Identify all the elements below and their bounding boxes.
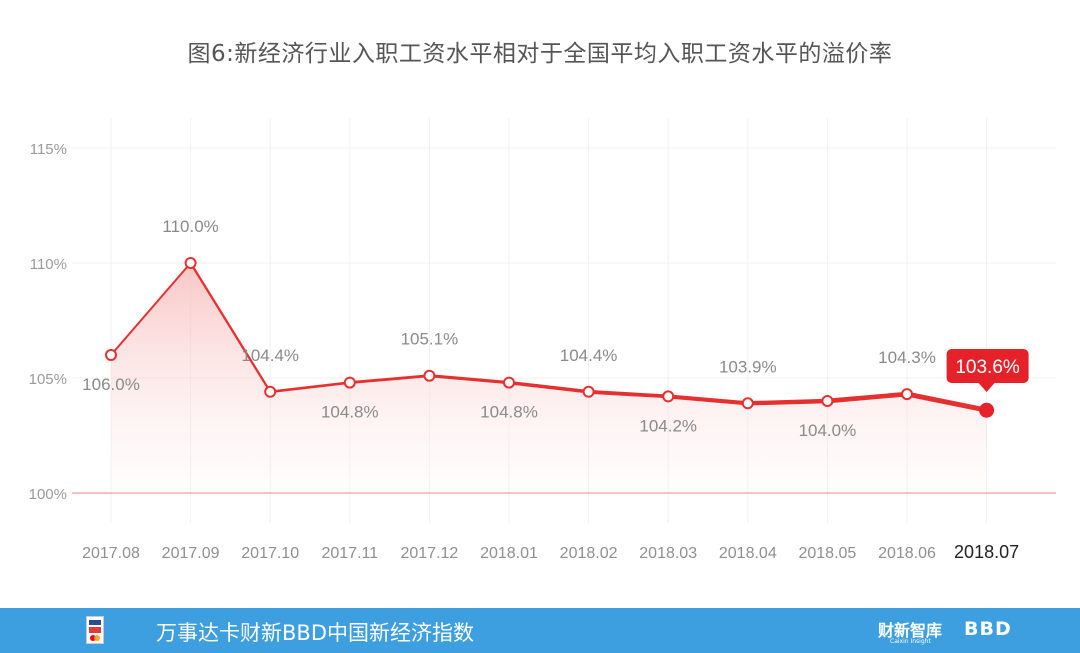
data-point [264,385,277,398]
index-logo-icon [86,616,104,644]
data-label: 104.8% [480,403,538,422]
x-tick-label: 2018.05 [798,545,856,562]
data-label: 104.3% [878,348,936,367]
data-point-highlight [979,402,995,418]
data-point [423,369,436,382]
footer-bar: 万事达卡财新BBD中国新经济指数 财新智库 Caixin Insight BBD [0,608,1080,653]
line-segment [507,380,591,394]
y-tick-label: 105% [29,371,67,388]
x-tick-label: 2017.08 [82,545,140,562]
data-point [503,376,515,389]
line-segment [825,391,910,404]
x-tick-label: 2018.07 [954,542,1019,562]
x-tick-label: 2017.10 [241,545,299,562]
x-tick-label: 2018.02 [560,545,618,562]
x-tick-label: 2018.03 [639,545,697,562]
x-tick-label: 2017.12 [400,545,458,562]
line-segment [745,398,830,406]
data-label: 106.0% [82,375,140,394]
data-point [662,390,675,403]
x-tick-label: 2017.09 [162,545,220,562]
data-point [184,257,197,269]
line-segment [189,261,272,393]
data-point [741,397,754,410]
data-point [821,395,834,407]
line-chart: 100% 105% 110% 115% 106.0% 110.0% 104.4% 104.8%… [29,118,1056,562]
footer-index-name: 万事达卡财新BBD中国新经济指数 [156,621,474,645]
x-tick-label: 2018.04 [719,545,777,562]
line-segment [666,394,750,406]
data-label: 105.1% [401,330,459,349]
x-tick-label: 2018.06 [878,545,936,562]
line-segment [904,391,990,413]
data-label: 104.4% [560,346,618,365]
callout-box [946,349,1029,383]
line-segment [427,374,511,385]
y-tick-label: 100% [29,486,67,503]
chart-title: 图6:新经济行业入职工资水平相对于全国平均入职工资水平的溢价率 [187,41,893,67]
data-point [901,388,913,401]
caixin-insight-sub: Caixin Insight [890,638,931,645]
data-label: 103.9% [719,357,777,376]
data-label: 104.4% [241,346,299,365]
line-segment [268,381,352,394]
data-label: 104.0% [799,421,857,440]
data-point [343,376,356,389]
caixin-insight-logo: 财新智库 [878,621,943,640]
callout-pointer [978,383,995,392]
x-tick-label: 2017.11 [321,545,378,562]
y-tick-label: 110% [30,256,67,273]
area-fill [111,263,987,493]
bbd-logo: BBD [964,618,1012,640]
data-label-highlight: 103.6% [955,357,1020,378]
data-label: 104.2% [639,416,697,435]
data-label: 104.8% [321,403,379,422]
data-point [105,349,117,361]
line-segment [348,374,431,385]
data-label: 110.0% [162,217,218,236]
line-segment [586,389,671,399]
data-point [582,385,595,398]
x-tick-label: 2018.01 [480,545,538,562]
y-tick-label: 115% [30,141,67,158]
line-segment [110,262,192,356]
